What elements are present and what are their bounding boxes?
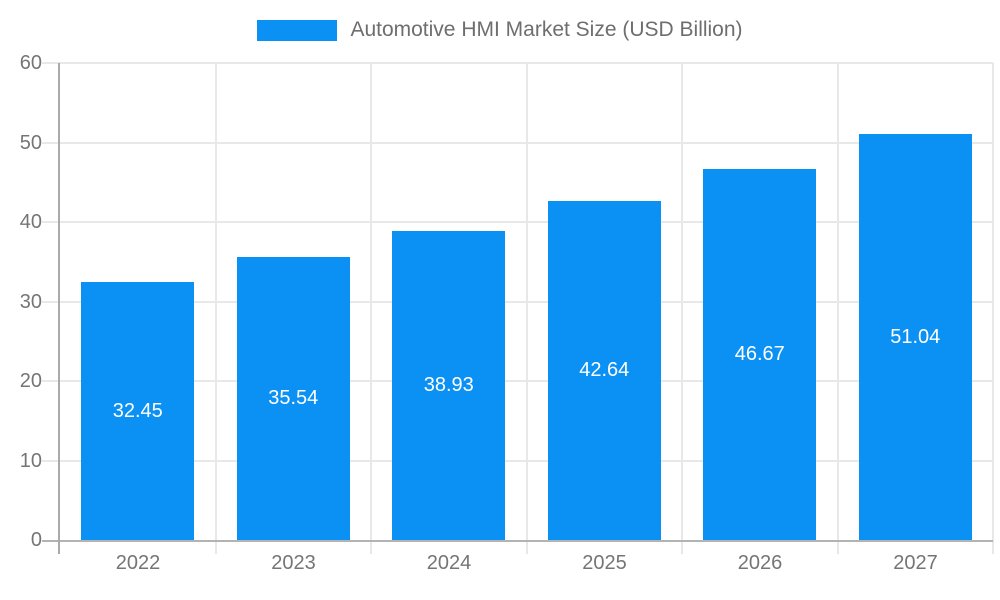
legend-swatch (257, 19, 338, 41)
x-tick-label-2026: 2026 (737, 552, 783, 574)
bar-2026[interactable]: 46.67 (703, 168, 817, 540)
bar-value-label: 32.45 (112, 399, 163, 422)
gridline-x-2 (370, 63, 372, 554)
bar-2025[interactable]: 42.64 (547, 201, 661, 540)
x-tick-label-2027: 2027 (893, 552, 938, 574)
x-tick-label-2022: 2022 (115, 552, 161, 574)
x-tick-label-2024: 2024 (426, 552, 472, 574)
gridline-y-60 (42, 62, 993, 64)
y-tick-label-10: 10 (19, 449, 42, 472)
bar-value-label: 35.54 (268, 387, 319, 410)
bar-value-label: 46.67 (734, 342, 785, 365)
bar-value-label: 38.93 (423, 373, 474, 396)
gridline-y-20 (42, 380, 993, 382)
gridline-y-50 (42, 141, 993, 144)
y-tick-label-40: 40 (19, 211, 42, 233)
gridline-x-6 (992, 63, 994, 554)
y-tick-label-30: 30 (19, 290, 42, 313)
bar-value-label: 42.64 (579, 359, 630, 381)
bar-2022[interactable]: 32.45 (81, 282, 195, 540)
gridline-x-3 (525, 63, 528, 554)
y-tick-label-50: 50 (19, 131, 42, 154)
plot-area: 32.45 35.54 38.93 42.64 46.67 51.04 (42, 62, 994, 554)
bar-value-label: 51.04 (890, 325, 941, 348)
x-tick-label-2025: 2025 (582, 552, 627, 574)
chart-legend: Automotive HMI Market Size (USD Billion) (0, 18, 1000, 42)
legend-label: Automotive HMI Market Size (USD Billion) (350, 18, 743, 41)
gridline-y-10 (42, 459, 993, 462)
gridline-x-4 (681, 63, 683, 554)
gridline-y-30 (42, 300, 993, 303)
bar-2024[interactable]: 38.93 (392, 230, 506, 540)
x-tick-label-2023: 2023 (271, 552, 316, 574)
y-tick-label-20: 20 (19, 370, 42, 392)
gridline-x-1 (214, 63, 217, 554)
gridline-x-5 (836, 63, 839, 554)
bar-2027[interactable]: 51.04 (858, 134, 972, 540)
gridline-y-40 (42, 221, 993, 223)
x-axis-line (42, 540, 993, 542)
legend-item[interactable]: Automotive HMI Market Size (USD Billion) (257, 18, 743, 42)
y-tick-label-60: 60 (19, 52, 42, 74)
bar-2023[interactable]: 35.54 (236, 257, 350, 540)
y-tick-label-0: 0 (30, 529, 42, 551)
y-axis-line (58, 63, 60, 554)
